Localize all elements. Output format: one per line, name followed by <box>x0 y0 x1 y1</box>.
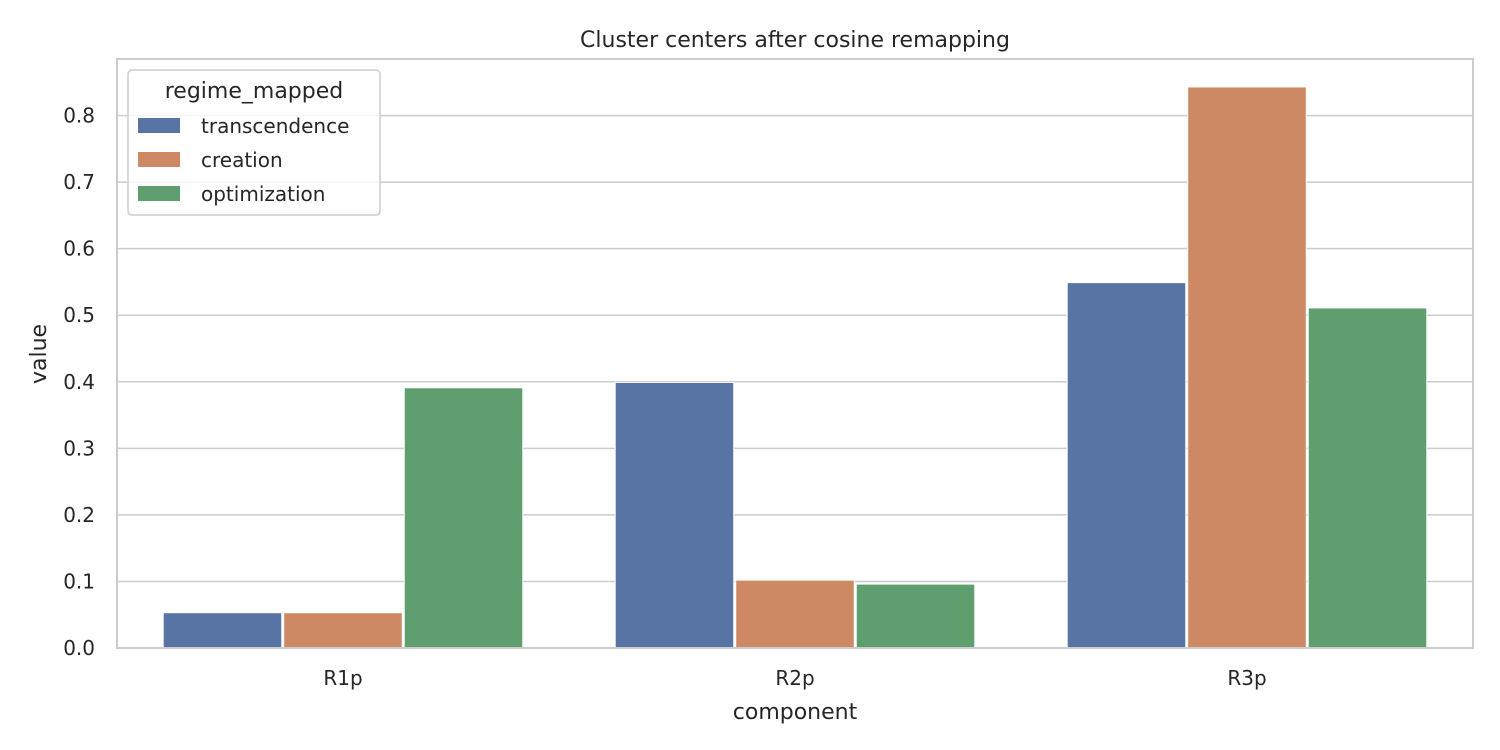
bar-creation-R2p <box>735 579 855 649</box>
legend-box <box>127 69 381 216</box>
bar-transcendence-R1p <box>162 612 283 649</box>
y-tick-label: 0.7 <box>63 170 95 194</box>
bar-creation-R1p <box>283 612 403 649</box>
x-tick-label: R1p <box>323 666 362 690</box>
plot-frame <box>116 58 1474 649</box>
bar-optimization-R1p <box>403 387 524 649</box>
legend-label-creation: creation <box>201 148 283 172</box>
bar-creation-R3p <box>1187 86 1307 649</box>
y-tick-label: 0.4 <box>63 370 95 394</box>
y-tick-label: 0.3 <box>63 436 95 460</box>
bar-transcendence-R2p <box>614 381 735 649</box>
legend-swatch-transcendence <box>138 118 180 133</box>
y-axis-title: value <box>27 324 52 384</box>
bars <box>162 86 1428 649</box>
legend: regime_mapped transcendence creation optim… <box>127 69 381 216</box>
y-tick-label: 0.1 <box>63 569 95 593</box>
y-tick-label: 0.0 <box>63 636 95 660</box>
x-tick-label: R2p <box>775 666 814 690</box>
y-tick-label: 0.8 <box>63 104 95 128</box>
x-tick-label: R3p <box>1227 666 1266 690</box>
legend-title: regime_mapped <box>165 79 343 104</box>
bar-optimization-R2p <box>855 583 976 649</box>
x-axis-title: component <box>733 700 858 725</box>
y-tick-label: 0.2 <box>63 503 95 527</box>
legend-label-transcendence: transcendence <box>201 114 349 138</box>
legend-label-optimization: optimization <box>201 182 325 206</box>
y-axis-ticks: 0.0 0.1 0.2 0.3 0.4 0.5 0.6 0.7 0.8 <box>63 104 95 660</box>
bar-transcendence-R3p <box>1066 282 1187 649</box>
bar-optimization-R3p <box>1307 307 1428 649</box>
y-tick-label: 0.6 <box>63 237 95 261</box>
y-tick-label: 0.5 <box>63 303 95 327</box>
chart-title: Cluster centers after cosine remapping <box>580 28 1010 53</box>
legend-swatch-creation <box>138 152 180 167</box>
legend-swatch-optimization <box>138 186 180 201</box>
x-axis-ticks: R1p R2p R3p <box>323 666 1266 690</box>
